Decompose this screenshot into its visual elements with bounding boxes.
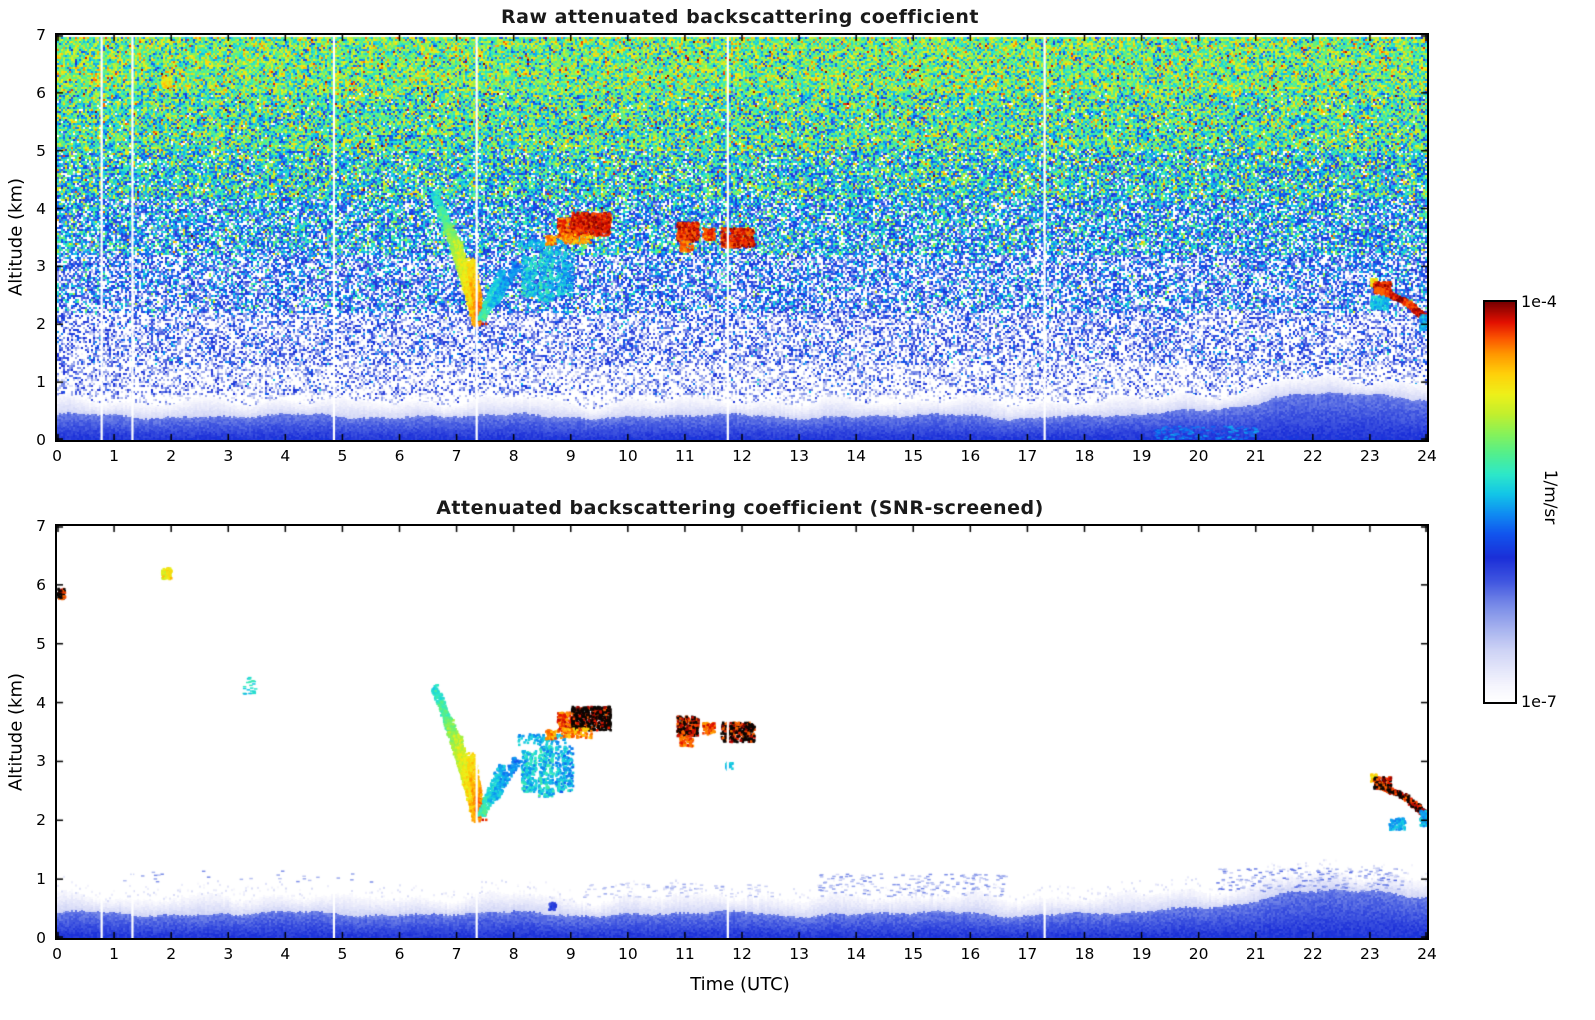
y-tick-label-screened-6: 6 (36, 575, 46, 594)
y-tick-label-raw-6: 6 (36, 83, 46, 102)
x-tick-label-raw-14: 14 (846, 447, 867, 465)
x-tick-label-raw-11: 11 (675, 447, 695, 465)
x-tick-label-screened-8: 8 (508, 945, 519, 963)
y-tick-label-screened-2: 2 (36, 811, 46, 830)
x-tick-label-screened-6: 6 (394, 945, 405, 963)
x-tick-label-raw-15: 15 (903, 447, 924, 465)
x-tick-label-screened-20: 20 (1188, 945, 1209, 963)
screened-heatmap-canvas (57, 526, 1427, 938)
x-tick-label-screened-18: 18 (1074, 945, 1095, 963)
x-tick-label-raw-20: 20 (1188, 447, 1209, 465)
x-tick-label-raw-10: 10 (617, 447, 638, 465)
y-tick-label-raw-2: 2 (36, 315, 46, 334)
y-tick-label-raw-0: 0 (36, 431, 46, 449)
x-tick-label-screened-1: 1 (109, 945, 120, 963)
raw-heatmap-plot (55, 33, 1429, 442)
x-tick-label-raw-16: 16 (960, 447, 981, 465)
x-tick-label-screened-14: 14 (846, 945, 867, 963)
x-tick-label-screened-21: 21 (1245, 945, 1266, 963)
x-tick-label-screened-5: 5 (337, 945, 348, 963)
y-tick-label-screened-3: 3 (36, 752, 46, 771)
x-tick-label-screened-12: 12 (732, 945, 752, 963)
x-tick-label-raw-1: 1 (109, 447, 120, 465)
y-tick-label-screened-7: 7 (36, 517, 46, 535)
x-tick-label-raw-24: 24 (1417, 447, 1437, 465)
x-tick-label-screened-23: 23 (1360, 945, 1380, 963)
x-tick-label-screened-13: 13 (789, 945, 809, 963)
y-tick-label-screened-4: 4 (36, 693, 46, 712)
x-tick-label-raw-6: 6 (394, 447, 405, 465)
colorbar (1483, 300, 1517, 704)
x-axis-label: Time (UTC) (690, 974, 790, 995)
y-tick-label-screened-0: 0 (36, 929, 46, 947)
y-tick-label-raw-1: 1 (36, 373, 46, 392)
x-tick-label-raw-3: 3 (223, 447, 234, 465)
x-tick-label-raw-0: 0 (52, 447, 62, 465)
raw-panel-title: Raw attenuated backscattering coefficien… (501, 6, 979, 28)
x-tick-label-raw-2: 2 (166, 447, 177, 465)
y-tick-label-screened-5: 5 (36, 634, 46, 653)
colorbar-canvas (1485, 302, 1515, 702)
colorbar-min-label: 1e-7 (1521, 692, 1557, 711)
x-tick-label-screened-10: 10 (617, 945, 638, 963)
x-tick-label-screened-3: 3 (223, 945, 234, 963)
x-tick-label-screened-19: 19 (1131, 945, 1152, 963)
colorbar-unit-label: 1/m/sr (1540, 469, 1560, 525)
x-tick-label-raw-13: 13 (789, 447, 809, 465)
x-tick-label-screened-2: 2 (166, 945, 177, 963)
x-tick-label-raw-12: 12 (732, 447, 752, 465)
x-tick-label-raw-18: 18 (1074, 447, 1095, 465)
y-tick-label-raw-5: 5 (36, 141, 46, 160)
x-tick-label-screened-22: 22 (1302, 945, 1323, 963)
colorbar-max-label: 1e-4 (1521, 292, 1557, 311)
x-tick-label-raw-5: 5 (337, 447, 348, 465)
screened-y-axis-label: Altitude (km) (5, 672, 27, 792)
x-tick-label-raw-8: 8 (508, 447, 519, 465)
x-tick-label-screened-15: 15 (903, 945, 924, 963)
x-tick-label-screened-16: 16 (960, 945, 981, 963)
x-tick-label-screened-17: 17 (1017, 945, 1038, 963)
x-tick-label-raw-19: 19 (1131, 447, 1152, 465)
x-tick-label-screened-11: 11 (675, 945, 695, 963)
screened-panel-title: Attenuated backscattering coefficient (S… (436, 497, 1044, 519)
x-tick-label-raw-23: 23 (1360, 447, 1380, 465)
raw-y-axis-label: Altitude (km) (5, 177, 27, 297)
screened-heatmap-plot (55, 524, 1429, 940)
y-tick-label-raw-4: 4 (36, 199, 46, 218)
x-tick-label-screened-24: 24 (1417, 945, 1437, 963)
x-tick-label-screened-4: 4 (280, 945, 291, 963)
x-tick-label-screened-7: 7 (451, 945, 462, 963)
x-tick-label-raw-17: 17 (1017, 447, 1038, 465)
x-tick-label-raw-7: 7 (451, 447, 462, 465)
y-tick-label-screened-1: 1 (36, 870, 46, 889)
x-tick-label-raw-9: 9 (565, 447, 576, 465)
x-tick-label-raw-4: 4 (280, 447, 291, 465)
y-tick-label-raw-7: 7 (36, 26, 46, 44)
x-tick-label-screened-9: 9 (565, 945, 576, 963)
x-tick-label-screened-0: 0 (52, 945, 62, 963)
y-tick-label-raw-3: 3 (36, 257, 46, 276)
x-tick-label-raw-22: 22 (1302, 447, 1323, 465)
raw-heatmap-canvas (57, 35, 1427, 440)
x-tick-label-raw-21: 21 (1245, 447, 1266, 465)
